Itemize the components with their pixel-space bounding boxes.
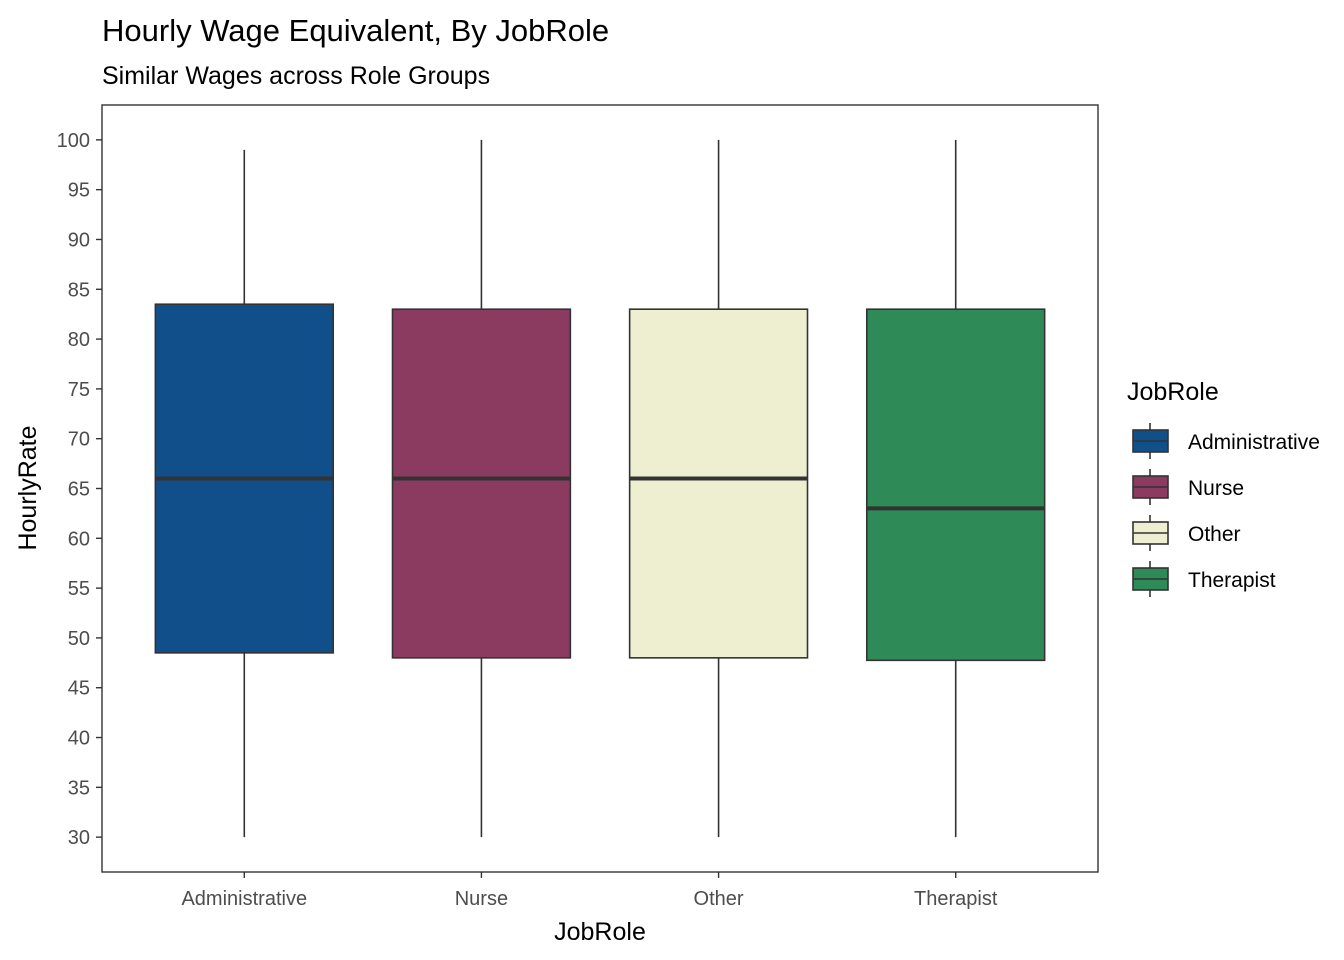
legend-item-administrative: Administrative (1132, 423, 1320, 459)
box-body-other (628, 308, 809, 659)
y-axis-title: HourlyRate (14, 425, 42, 550)
y-tick-label: 75 (68, 379, 90, 401)
legend-title: JobRole (1127, 378, 1219, 406)
y-tick-label: 95 (68, 180, 90, 202)
x-tick-label: Other (694, 888, 744, 910)
legend-item-nurse: Nurse (1132, 469, 1244, 505)
y-tick-label: 40 (68, 728, 90, 750)
box-administrative (154, 149, 335, 838)
box-therapist (865, 139, 1046, 838)
box-body-nurse (391, 308, 572, 659)
y-tick-label: 50 (68, 628, 90, 650)
legend-label: Administrative (1188, 431, 1320, 454)
y-tick-label: 100 (57, 130, 90, 152)
y-tick-label: 90 (68, 229, 90, 251)
y-tick-label: 70 (68, 429, 90, 451)
chart-subtitle: Similar Wages across Role Groups (102, 62, 490, 90)
y-tick-label: 80 (68, 329, 90, 351)
legend-item-therapist: Therapist (1132, 561, 1276, 597)
chart-title: Hourly Wage Equivalent, By JobRole (102, 13, 609, 48)
x-tick-label: Nurse (455, 888, 508, 910)
x-axis: Administrative Nurse Other Therapist (181, 872, 998, 910)
box-nurse (391, 139, 572, 838)
x-tick-label: Therapist (914, 888, 998, 910)
y-tick-label: 45 (68, 678, 90, 700)
plot-area (154, 139, 1046, 838)
box-other (628, 139, 809, 838)
box-body-therapist (865, 308, 1046, 662)
y-tick-label: 65 (68, 479, 90, 501)
x-tick-label: Administrative (181, 888, 307, 910)
y-tick-label: 30 (68, 827, 90, 849)
legend: JobRole Administrative Nurse Other Therapis… (1127, 378, 1320, 597)
y-tick-label: 85 (68, 279, 90, 301)
legend-label: Nurse (1188, 477, 1244, 500)
y-tick-label: 55 (68, 578, 90, 600)
y-tick-label: 35 (68, 777, 90, 799)
legend-label: Other (1188, 523, 1241, 546)
x-axis-title: JobRole (554, 918, 646, 946)
legend-label: Therapist (1188, 569, 1276, 592)
y-tick-label: 60 (68, 528, 90, 550)
legend-item-other: Other (1132, 515, 1241, 551)
y-axis: 30 35 40 45 50 55 60 65 70 75 80 85 90 95 100 (57, 130, 102, 849)
